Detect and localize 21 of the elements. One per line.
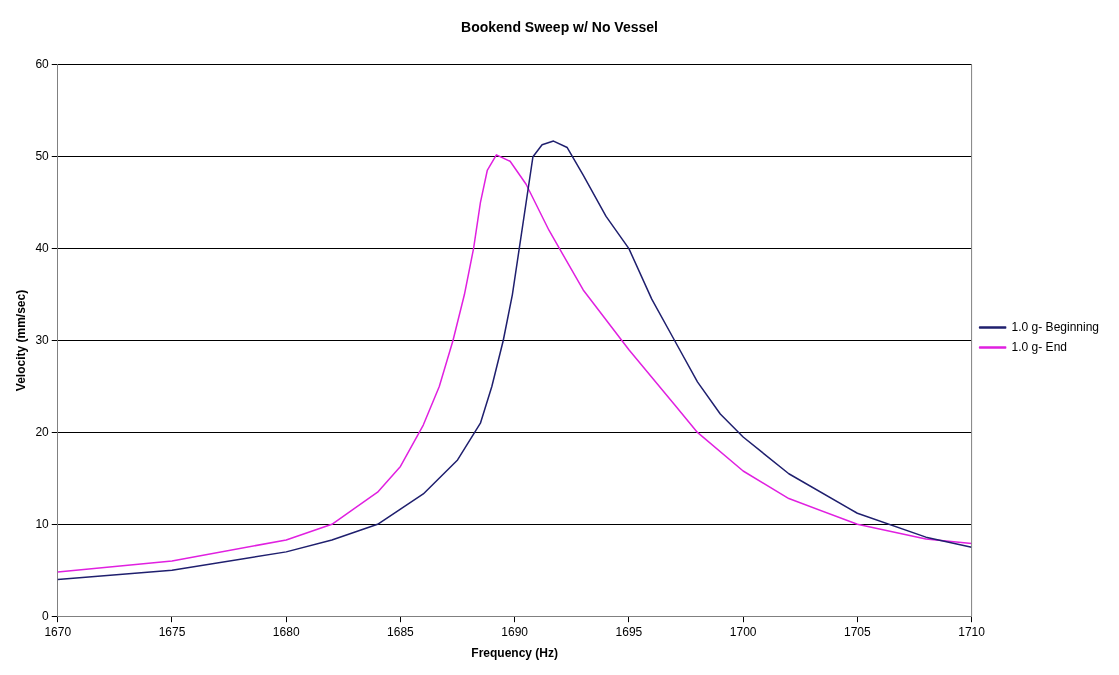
- y-tick-label: 50: [35, 149, 50, 164]
- chart-title: Bookend Sweep w/ No Vessel: [461, 19, 658, 36]
- x-tick-label: 1705: [844, 624, 872, 639]
- x-tick-label: 1710: [958, 624, 986, 639]
- y-tick-label: 0: [42, 608, 50, 623]
- x-tick-label: 1695: [615, 624, 643, 639]
- y-tick-label: 10: [35, 516, 50, 531]
- x-axis-title: Frequency (Hz): [471, 646, 559, 661]
- x-tick-label: 1670: [44, 624, 72, 639]
- x-tick-label: 1675: [158, 624, 186, 639]
- legend-label: 1.0 g- End: [1011, 339, 1067, 354]
- y-axis-title: Velocity (mm/sec): [13, 289, 28, 392]
- x-tick-label: 1680: [272, 624, 300, 639]
- x-tick-label: 1700: [729, 624, 757, 639]
- y-tick-label: 40: [35, 240, 50, 255]
- legend-label: 1.0 g- Beginning: [1011, 319, 1100, 334]
- y-tick-label: 20: [35, 424, 50, 439]
- y-tick-label: 30: [35, 332, 50, 347]
- y-tick-label: 60: [35, 57, 50, 72]
- x-tick-label: 1685: [387, 624, 415, 639]
- x-tick-label: 1690: [501, 624, 529, 639]
